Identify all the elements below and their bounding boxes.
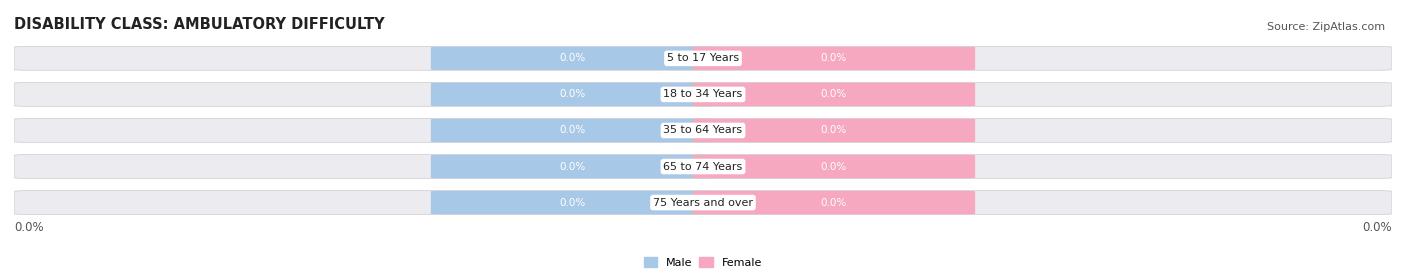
Text: 0.0%: 0.0% [821,53,846,63]
Text: 35 to 64 Years: 35 to 64 Years [664,125,742,136]
Text: 0.0%: 0.0% [560,89,585,100]
Text: 0.0%: 0.0% [821,125,846,136]
FancyBboxPatch shape [430,191,713,214]
Text: DISABILITY CLASS: AMBULATORY DIFFICULTY: DISABILITY CLASS: AMBULATORY DIFFICULTY [14,17,385,32]
Text: Source: ZipAtlas.com: Source: ZipAtlas.com [1267,22,1385,31]
Text: 0.0%: 0.0% [821,89,846,100]
FancyBboxPatch shape [693,155,976,178]
Text: 0.0%: 0.0% [560,161,585,172]
FancyBboxPatch shape [430,119,713,142]
Text: 0.0%: 0.0% [821,161,846,172]
FancyBboxPatch shape [693,47,976,70]
Legend: Male, Female: Male, Female [640,253,766,269]
Text: 75 Years and over: 75 Years and over [652,197,754,208]
Text: 0.0%: 0.0% [821,197,846,208]
FancyBboxPatch shape [14,83,1392,106]
FancyBboxPatch shape [693,119,976,142]
Text: 18 to 34 Years: 18 to 34 Years [664,89,742,100]
FancyBboxPatch shape [430,83,713,106]
Text: 5 to 17 Years: 5 to 17 Years [666,53,740,63]
FancyBboxPatch shape [693,83,976,106]
FancyBboxPatch shape [430,47,713,70]
Text: 0.0%: 0.0% [560,197,585,208]
Text: 0.0%: 0.0% [560,125,585,136]
Text: 0.0%: 0.0% [560,53,585,63]
FancyBboxPatch shape [430,155,713,178]
FancyBboxPatch shape [693,191,976,214]
FancyBboxPatch shape [14,119,1392,142]
FancyBboxPatch shape [14,191,1392,214]
Text: 0.0%: 0.0% [1362,221,1392,233]
Text: 0.0%: 0.0% [14,221,44,233]
FancyBboxPatch shape [14,155,1392,178]
Text: 65 to 74 Years: 65 to 74 Years [664,161,742,172]
FancyBboxPatch shape [14,47,1392,70]
